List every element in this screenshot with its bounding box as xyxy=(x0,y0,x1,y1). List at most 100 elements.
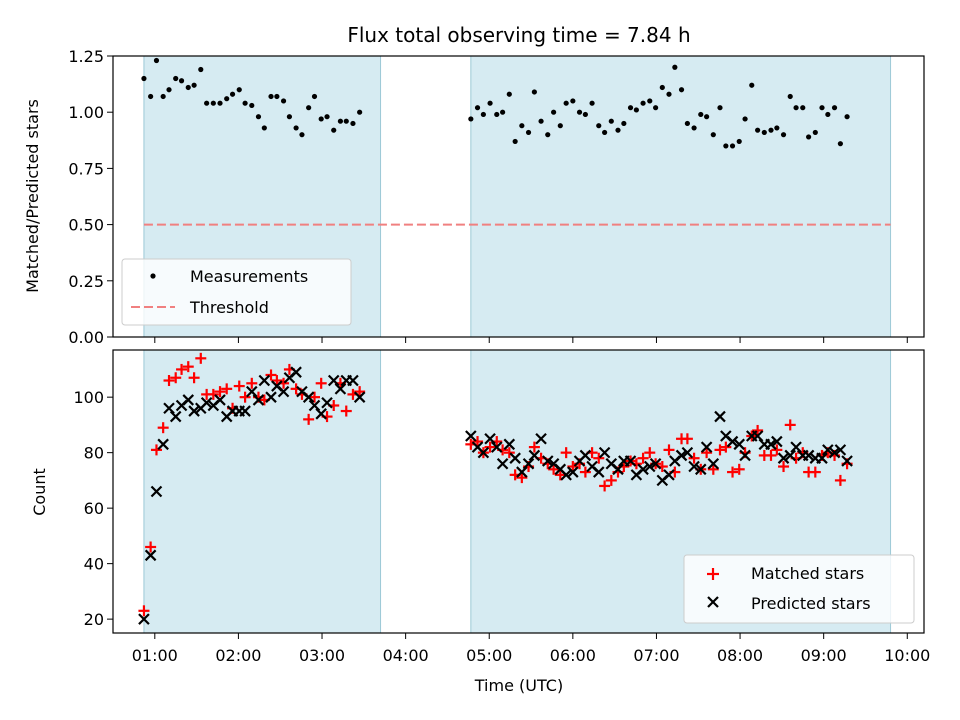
matched-star-point xyxy=(784,419,796,431)
predicted-star-point xyxy=(535,433,547,445)
top-y-axis-label: Matched/Predicted stars xyxy=(23,99,42,293)
measurement-point xyxy=(166,87,172,93)
measurement-point xyxy=(229,91,236,97)
top-legend: Measurements Threshold xyxy=(121,258,352,326)
measurement-point xyxy=(844,114,850,120)
predicted-star-point xyxy=(765,438,777,451)
measurement-point xyxy=(249,102,255,109)
measurement-point xyxy=(659,84,665,91)
measurement-point xyxy=(551,109,557,115)
matched-star-point xyxy=(714,444,726,456)
measurement-point xyxy=(343,118,349,124)
predicted-star-point xyxy=(663,469,675,481)
matched-star-point xyxy=(233,380,245,392)
measurement-point xyxy=(602,129,608,136)
measurement-point xyxy=(217,100,223,106)
measurement-point xyxy=(615,127,621,133)
matched-star-point xyxy=(246,377,258,389)
predicted-star-point xyxy=(163,402,175,415)
matched-star-point xyxy=(528,441,540,453)
predicted-star-point xyxy=(816,452,828,464)
measurement-point xyxy=(596,123,602,129)
measurement-point xyxy=(538,118,544,124)
bottom-legend: Matched stars Predicted stars xyxy=(683,554,915,624)
predicted-star-point xyxy=(560,469,572,481)
legend-predicted-label: Predicted stars xyxy=(751,594,871,613)
top-y-ticks: 0.00 0.25 0.50 0.75 1.00 1.25 xyxy=(68,47,113,347)
measurement-point xyxy=(141,75,147,82)
top-y-tick-label: 0.25 xyxy=(68,272,104,291)
measurement-point xyxy=(480,111,486,118)
bottom-y-axis-label: Count xyxy=(30,468,49,516)
predicted-star-point xyxy=(598,446,611,459)
x-tick-label: 06:00 xyxy=(550,646,596,665)
measurement-point xyxy=(684,120,690,127)
top-shaded-interval xyxy=(470,55,892,338)
measurement-point xyxy=(357,109,363,115)
measurement-point xyxy=(286,114,293,120)
measurement-point xyxy=(736,138,742,145)
predicted-star-point xyxy=(302,391,315,403)
measurement-point xyxy=(723,143,729,149)
top-y-tick-label: 0.50 xyxy=(68,216,104,235)
predicted-star-point xyxy=(688,460,700,473)
matched-star-point xyxy=(516,472,528,484)
matched-star-point xyxy=(170,372,182,384)
measurement-point xyxy=(819,105,825,111)
predicted-star-point xyxy=(739,449,751,462)
predicted-star-point xyxy=(579,449,592,462)
measurement-point xyxy=(589,100,595,106)
predicted-star-point xyxy=(503,438,516,451)
measurement-point xyxy=(191,82,197,88)
measurement-point xyxy=(787,93,793,100)
bot-y-tick-label: 60 xyxy=(84,499,104,518)
predicted-star-point xyxy=(258,374,271,387)
measurement-point xyxy=(474,105,481,111)
predicted-star-point xyxy=(353,391,366,403)
matched-star-point xyxy=(484,441,496,453)
top-panel: 0.00 0.25 0.50 0.75 1.00 1.25 Matched/Predict… xyxy=(23,47,925,347)
measurement-point xyxy=(519,123,525,129)
measurement-point xyxy=(710,132,716,138)
matched-star-point xyxy=(733,463,745,475)
predicted-star-point xyxy=(528,449,541,462)
measurement-point xyxy=(545,132,551,138)
predicted-star-point xyxy=(567,466,579,478)
predicted-star-point xyxy=(790,441,802,453)
measurement-point xyxy=(236,87,242,93)
predicted-star-point xyxy=(624,455,637,467)
top-y-tick-label: 1.25 xyxy=(68,47,104,66)
measurement-point xyxy=(793,105,799,111)
measurement-point xyxy=(717,105,723,111)
predicted-star-point xyxy=(239,405,251,417)
measurement-point xyxy=(160,93,166,100)
matched-star-point xyxy=(145,541,157,553)
top-y-tick-label: 0.75 xyxy=(68,159,104,178)
bottom-series xyxy=(138,352,853,625)
legend-predicted-marker xyxy=(707,596,719,608)
measurement-point xyxy=(704,114,710,120)
bot-y-tick-label: 40 xyxy=(84,555,104,574)
matched-star-point xyxy=(315,377,327,389)
measurement-point xyxy=(331,127,337,133)
matched-star-point xyxy=(221,383,233,395)
measurement-point xyxy=(742,116,748,122)
predicted-star-point xyxy=(541,455,554,467)
measurement-point xyxy=(487,100,493,106)
predicted-star-point xyxy=(138,613,150,625)
measurement-point xyxy=(825,111,831,118)
predicted-star-point xyxy=(784,449,797,462)
measurement-point xyxy=(525,129,532,136)
predicted-star-point xyxy=(592,466,605,478)
predicted-star-point xyxy=(675,449,688,462)
x-tick-label: 09:00 xyxy=(801,646,847,665)
measurement-point xyxy=(274,93,280,100)
measurement-point xyxy=(185,84,191,91)
measurement-point xyxy=(512,138,518,145)
predicted-star-point xyxy=(484,433,496,445)
bot-y-tick-label: 20 xyxy=(84,610,104,629)
measurement-point xyxy=(672,64,678,70)
measurement-point xyxy=(780,132,787,138)
predicted-star-point xyxy=(490,441,503,453)
predicted-star-point xyxy=(522,457,535,470)
